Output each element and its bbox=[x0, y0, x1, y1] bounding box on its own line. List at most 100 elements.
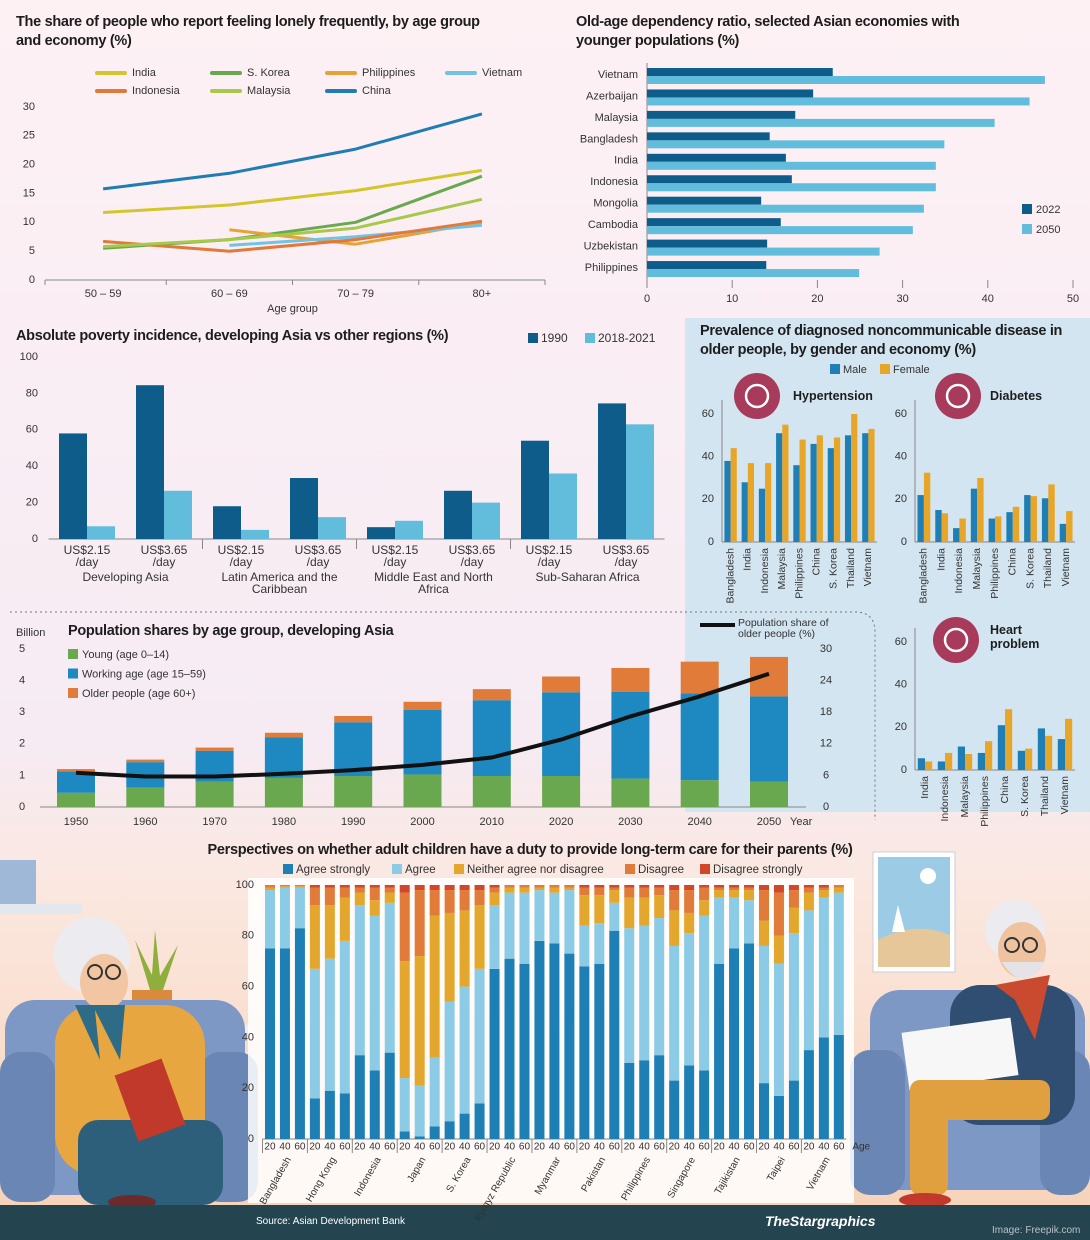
y-tick-label: 20 bbox=[26, 497, 38, 509]
x-tick-label: 40 bbox=[684, 1142, 696, 1153]
bar-segment bbox=[639, 1060, 650, 1139]
bar-segment bbox=[729, 885, 740, 888]
y-tick-label: 60 bbox=[242, 981, 254, 993]
x-tick-label: Thailand bbox=[845, 548, 857, 588]
legend-swatch bbox=[1022, 204, 1032, 214]
bar-segment bbox=[474, 885, 485, 891]
x-tick-label: 2050 bbox=[757, 816, 781, 828]
bar-segment bbox=[294, 887, 305, 929]
bar-segment bbox=[579, 966, 590, 1139]
y-tick-label: Bangladesh bbox=[580, 133, 638, 145]
bar-segment bbox=[803, 885, 814, 888]
y-axis-label: Billion bbox=[16, 627, 45, 639]
bar-segment bbox=[339, 1093, 350, 1139]
bar bbox=[923, 472, 931, 542]
legend-swatch bbox=[830, 364, 840, 374]
x-tick-label: 20 bbox=[264, 1142, 276, 1153]
x-tick-label: India bbox=[742, 548, 754, 571]
y-tick-label: 5 bbox=[19, 643, 25, 655]
bar-segment bbox=[654, 1055, 665, 1139]
bar-segment bbox=[684, 912, 695, 934]
bar-segment bbox=[264, 732, 303, 738]
bar-segment bbox=[744, 943, 755, 1139]
x-tick-label: 20 bbox=[579, 1142, 591, 1153]
plant-leaves bbox=[135, 930, 178, 990]
bar-segment bbox=[833, 885, 844, 888]
bar-segment bbox=[758, 920, 769, 946]
legend-swatch bbox=[283, 864, 293, 874]
x-tick-label: Malaysia bbox=[971, 548, 983, 590]
bar-segment bbox=[504, 885, 515, 888]
bar-segment bbox=[309, 885, 320, 888]
bar-segment bbox=[126, 759, 165, 763]
bar-segment bbox=[324, 905, 335, 959]
y2-tick-label: 0 bbox=[823, 801, 829, 813]
x-tick-label: 1990 bbox=[341, 816, 365, 828]
legend-label: 2050 bbox=[1036, 224, 1060, 236]
y-tick-label: 100 bbox=[20, 351, 38, 363]
legend-label: Disagree strongly bbox=[713, 864, 803, 876]
bar-segment bbox=[729, 948, 740, 1139]
x-tick-label: Indonesia bbox=[939, 776, 951, 822]
bar-segment bbox=[744, 890, 755, 901]
bar-segment bbox=[699, 915, 710, 1071]
bar bbox=[647, 68, 833, 76]
bar-segment bbox=[549, 943, 560, 1139]
bar bbox=[647, 247, 880, 256]
panel-icon bbox=[734, 373, 780, 419]
bar-segment bbox=[369, 885, 380, 888]
bar-segment bbox=[519, 887, 530, 893]
y-tick-label: Vietnam bbox=[598, 69, 638, 81]
bar bbox=[793, 465, 800, 542]
bar-segment bbox=[294, 928, 305, 1139]
bar bbox=[1024, 495, 1031, 542]
x-tick-label: Vietnam bbox=[1059, 776, 1071, 815]
y-tick-label: Azerbaijan bbox=[586, 90, 638, 102]
bar-segment bbox=[773, 885, 784, 893]
y-tick-label: 0 bbox=[248, 1133, 254, 1145]
bar bbox=[647, 118, 995, 127]
bar-segment bbox=[309, 887, 320, 906]
footer-bar bbox=[0, 1205, 1090, 1240]
bar-segment bbox=[624, 885, 635, 888]
x-tick-label: 40 bbox=[982, 293, 994, 305]
bar-segment bbox=[126, 787, 165, 807]
x-tick-label: 20 bbox=[444, 1142, 456, 1153]
bar-segment bbox=[472, 776, 511, 807]
bar-segment bbox=[324, 887, 335, 906]
y-tick-label: 20 bbox=[242, 1082, 254, 1094]
bar bbox=[724, 460, 731, 542]
x-tick-label: 60 bbox=[384, 1142, 396, 1153]
bar-segment bbox=[519, 892, 530, 964]
bar bbox=[367, 527, 395, 539]
bar-segment bbox=[609, 890, 620, 903]
x-tick-label: 2030 bbox=[618, 816, 642, 828]
bar-segment bbox=[444, 912, 455, 1002]
glasses bbox=[1022, 937, 1038, 953]
x-tick-label: 60 bbox=[519, 1142, 531, 1153]
legend-label: Agree bbox=[405, 864, 436, 876]
bar-segment bbox=[384, 1052, 395, 1139]
line bbox=[103, 197, 483, 249]
x-tick-label: 80+ bbox=[473, 288, 492, 300]
bar-segment bbox=[684, 933, 695, 1066]
bar-segment bbox=[669, 885, 680, 891]
x-tick-label: 1970 bbox=[202, 816, 226, 828]
x-tick-label: 60 bbox=[294, 1142, 306, 1153]
bar bbox=[1059, 523, 1067, 542]
scarf bbox=[995, 975, 1050, 1040]
bar-segment bbox=[369, 1070, 380, 1139]
x-tick-label: 20 bbox=[534, 1142, 546, 1153]
panel-icon-glyph bbox=[945, 383, 971, 409]
bar-segment bbox=[680, 661, 719, 694]
bar bbox=[549, 473, 577, 539]
x-tick-label: 60 bbox=[788, 1142, 800, 1153]
bar-segment bbox=[264, 887, 275, 891]
bar-segment bbox=[788, 933, 799, 1081]
bar-segment bbox=[429, 915, 440, 1058]
x-tick-label: China bbox=[811, 548, 823, 576]
bar bbox=[935, 510, 942, 542]
scarf bbox=[75, 1005, 125, 1060]
y2-tick-label: 30 bbox=[820, 643, 832, 655]
bar-segment bbox=[309, 968, 320, 1099]
